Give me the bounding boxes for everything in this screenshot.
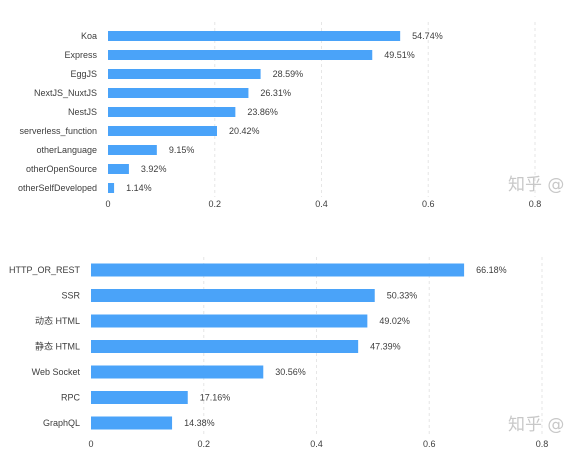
category-label: Koa bbox=[81, 31, 97, 41]
chart-frameworks: 知乎 @ Koa 54.74% Express 49.51% EggJS 28.59% Nex… bbox=[18, 22, 564, 209]
data-label: 47.39% bbox=[370, 342, 401, 352]
data-label: 66.18% bbox=[476, 265, 507, 275]
x-tick-label: 0 bbox=[88, 439, 93, 449]
x-tick-label: 0 bbox=[105, 199, 110, 209]
bar bbox=[108, 31, 401, 41]
x-tick-label: 0.4 bbox=[310, 439, 323, 449]
bar bbox=[108, 145, 157, 155]
data-label: 49.02% bbox=[379, 316, 410, 326]
category-label: EggJS bbox=[70, 69, 97, 79]
bar bbox=[108, 126, 217, 136]
category-label: Web Socket bbox=[32, 367, 81, 377]
watermark-text: 知乎 @ bbox=[508, 415, 564, 435]
category-label: Express bbox=[64, 50, 97, 60]
category-label: otherSelfDeveloped bbox=[18, 183, 97, 193]
data-label: 26.31% bbox=[260, 88, 291, 98]
x-tick-label: 0.4 bbox=[315, 199, 328, 209]
bar bbox=[108, 164, 129, 174]
bar bbox=[91, 416, 173, 430]
data-label: 3.92% bbox=[141, 164, 167, 174]
data-label: 1.14% bbox=[126, 183, 152, 193]
x-tick-label: 0.2 bbox=[197, 439, 210, 449]
data-label: 50.33% bbox=[387, 291, 418, 301]
data-label: 14.38% bbox=[184, 418, 215, 428]
x-tick-label: 0.6 bbox=[422, 199, 435, 209]
x-tick-label: 0.8 bbox=[529, 199, 542, 209]
category-label: HTTP_OR_REST bbox=[9, 265, 81, 275]
category-label: RPC bbox=[61, 393, 81, 403]
watermark-text: 知乎 @ bbox=[508, 175, 564, 195]
category-label: serverless_function bbox=[19, 126, 97, 136]
category-label: otherOpenSource bbox=[26, 164, 97, 174]
bar bbox=[108, 107, 236, 117]
category-label: SSR bbox=[61, 291, 80, 301]
bar bbox=[91, 314, 368, 328]
category-label: 动态 HTML bbox=[35, 315, 80, 326]
category-label: NextJS_NuxtJS bbox=[34, 88, 97, 98]
category-label: otherLanguage bbox=[36, 145, 97, 155]
bar bbox=[91, 340, 359, 353]
data-label: 9.15% bbox=[169, 145, 195, 155]
category-label: GraphQL bbox=[43, 418, 80, 428]
x-tick-label: 0.6 bbox=[423, 439, 436, 449]
x-tick-label: 0.8 bbox=[536, 439, 549, 449]
data-label: 49.51% bbox=[384, 50, 415, 60]
data-label: 17.16% bbox=[200, 393, 231, 403]
bar bbox=[108, 69, 261, 79]
data-label: 20.42% bbox=[229, 126, 260, 136]
data-label: 54.74% bbox=[412, 31, 443, 41]
category-label: NestJS bbox=[68, 107, 97, 117]
bar bbox=[91, 289, 375, 302]
data-label: 30.56% bbox=[275, 367, 306, 377]
bar bbox=[108, 183, 115, 193]
x-tick-label: 0.2 bbox=[208, 199, 221, 209]
category-label: 静态 HTML bbox=[35, 341, 80, 352]
chart-rendering-modes: 知乎 @ HTTP_OR_REST 66.18% SSR 50.33% 动态 HTML 49… bbox=[9, 257, 564, 449]
data-label: 28.59% bbox=[273, 69, 304, 79]
data-label: 23.86% bbox=[247, 107, 278, 117]
bar bbox=[108, 50, 373, 60]
bar bbox=[91, 391, 188, 404]
bar bbox=[91, 365, 264, 379]
bar bbox=[91, 263, 465, 277]
bar bbox=[108, 88, 249, 98]
